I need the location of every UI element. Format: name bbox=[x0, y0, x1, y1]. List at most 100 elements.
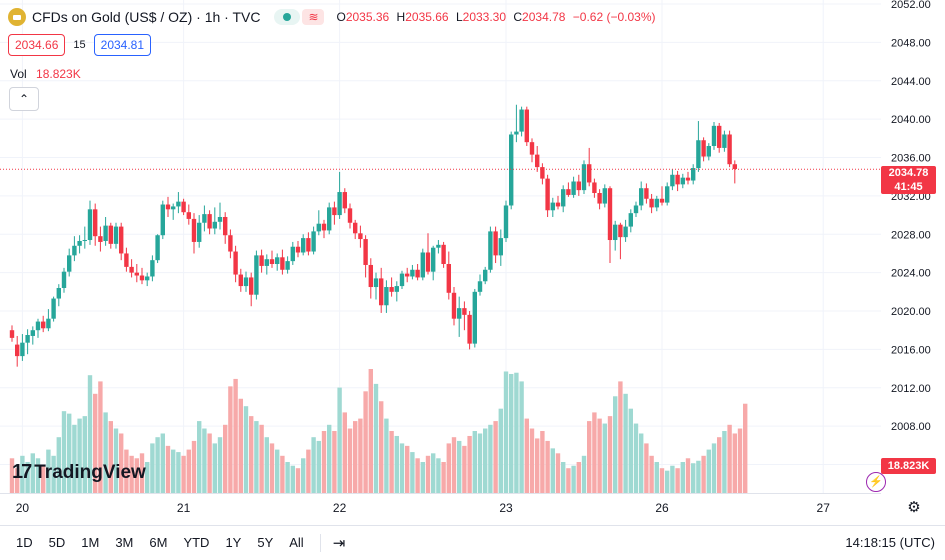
candle-body bbox=[20, 342, 25, 357]
candle-body bbox=[498, 238, 503, 256]
candle-body bbox=[155, 235, 160, 261]
tradingview-logo[interactable]: 17 TradingView bbox=[12, 461, 146, 484]
range-1d[interactable]: 1D bbox=[16, 535, 33, 550]
volume-bar bbox=[587, 421, 592, 493]
candle-body bbox=[228, 235, 233, 252]
candle-body bbox=[451, 292, 457, 319]
bid-ask: 2034.66 15 2034.81 bbox=[8, 34, 152, 56]
buy-price-button[interactable]: 2034.81 bbox=[93, 34, 152, 56]
volume-bar bbox=[670, 465, 675, 493]
sell-price-button[interactable]: 2034.66 bbox=[8, 34, 66, 56]
candle-body bbox=[108, 225, 113, 244]
candle-body bbox=[212, 221, 217, 229]
lightning-icon[interactable]: ⚡ bbox=[866, 472, 886, 492]
candle-body bbox=[295, 246, 301, 253]
volume-bar bbox=[269, 443, 275, 493]
volume-bar bbox=[701, 455, 706, 493]
candle-body bbox=[467, 314, 472, 344]
candle-body bbox=[129, 266, 134, 273]
range-ytd[interactable]: YTD bbox=[183, 535, 210, 550]
candlesticks bbox=[9, 104, 737, 367]
candle-body bbox=[509, 134, 514, 206]
candle-body bbox=[628, 213, 633, 227]
volume-bar bbox=[311, 437, 316, 493]
candle-body bbox=[576, 181, 581, 191]
range-5y[interactable]: 5Y bbox=[257, 535, 274, 550]
volume-bar bbox=[410, 452, 415, 493]
candle-body bbox=[514, 131, 519, 135]
candle-body bbox=[592, 182, 597, 194]
candle-body bbox=[15, 344, 20, 357]
volume-bar bbox=[405, 445, 410, 493]
range-all[interactable]: All bbox=[289, 535, 304, 550]
volume-bar bbox=[483, 428, 488, 493]
date-range-icon[interactable]: ⇥ bbox=[332, 534, 346, 552]
volume-bar bbox=[9, 458, 15, 493]
candle-body bbox=[363, 239, 368, 265]
open-key: O bbox=[336, 10, 346, 24]
candle-body bbox=[545, 178, 550, 211]
volume-bar bbox=[519, 381, 524, 493]
candle-body bbox=[285, 261, 290, 270]
candle-body bbox=[613, 224, 618, 241]
symbol-title[interactable]: CFDs on Gold (US$ / OZ) · 1h · TVC bbox=[32, 9, 261, 25]
volume-bar bbox=[347, 428, 353, 493]
candle-body bbox=[425, 252, 431, 272]
range-1y[interactable]: 1Y bbox=[225, 535, 242, 550]
volume-bar bbox=[358, 418, 363, 493]
time-tick-label: 26 bbox=[655, 501, 669, 515]
volume-bar bbox=[171, 449, 176, 493]
candle-body bbox=[217, 216, 223, 222]
volume-bar bbox=[706, 449, 711, 493]
price-axis[interactable]: 2052.002048.002044.002040.002036.002032.… bbox=[891, 0, 931, 472]
volume-bar bbox=[20, 455, 25, 493]
volume-bar bbox=[462, 445, 467, 493]
volume-bar bbox=[659, 468, 665, 493]
candle-body bbox=[51, 298, 56, 319]
volume-bar bbox=[301, 458, 306, 493]
candle-body bbox=[665, 186, 670, 203]
range-6m[interactable]: 6M bbox=[149, 535, 168, 550]
collapse-legend-button[interactable]: ⌃ bbox=[9, 87, 39, 111]
time-tick-label: 20 bbox=[16, 501, 30, 515]
price-tick-label: 2008.00 bbox=[891, 421, 931, 433]
volume-bar bbox=[295, 468, 301, 493]
time-tick-label: 27 bbox=[817, 501, 831, 515]
time-axis[interactable]: 20 21 22 23 26 27 bbox=[16, 501, 830, 515]
price-tick-label: 2024.00 bbox=[891, 268, 931, 280]
low-value: 2033.30 bbox=[462, 10, 507, 24]
market-status-icon[interactable] bbox=[274, 9, 301, 25]
range-5d[interactable]: 5D bbox=[48, 535, 66, 550]
candle-body bbox=[332, 207, 337, 216]
candle-body bbox=[223, 216, 228, 236]
range-3m[interactable]: 3M bbox=[115, 535, 134, 550]
candle-body bbox=[306, 238, 311, 252]
candle-body bbox=[561, 189, 566, 207]
candle-body bbox=[98, 236, 103, 242]
volume-bar bbox=[457, 440, 462, 493]
gear-icon[interactable]: ⚙ bbox=[907, 499, 921, 516]
candle-body bbox=[61, 271, 67, 288]
volume-value: 18.823K bbox=[36, 67, 81, 81]
volume-bar bbox=[254, 421, 259, 493]
volume-bar bbox=[566, 468, 571, 493]
candle-body bbox=[550, 202, 555, 211]
candle-body bbox=[618, 224, 623, 238]
range-1m[interactable]: 1M bbox=[81, 535, 100, 550]
candle-body bbox=[30, 330, 35, 336]
chevron-up-icon: ⌃ bbox=[18, 92, 30, 106]
volume-bar bbox=[98, 381, 103, 493]
volume-bar bbox=[576, 462, 581, 493]
data-delay-icon[interactable]: ≋ bbox=[302, 9, 325, 25]
volume-bar bbox=[685, 458, 691, 493]
volume-bar bbox=[607, 416, 613, 493]
bottom-toolbar: 1D 5D 1M 3M 6M YTD 1Y 5Y All ⇥ bbox=[0, 525, 945, 560]
candle-body bbox=[342, 192, 347, 209]
candle-body bbox=[41, 321, 46, 329]
volume-bar bbox=[628, 408, 633, 493]
utc-clock[interactable]: 14:18:15 (UTC) bbox=[845, 535, 935, 550]
tradingview-mark-icon: 17 bbox=[12, 461, 32, 483]
candle-body bbox=[243, 277, 249, 287]
candle-body bbox=[139, 275, 145, 281]
